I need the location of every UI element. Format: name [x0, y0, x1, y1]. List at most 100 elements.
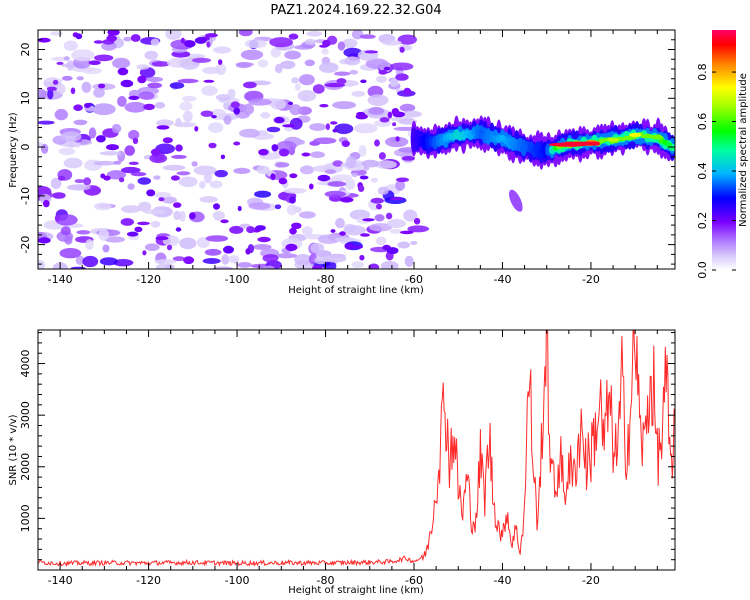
- noise-cell: [113, 160, 122, 165]
- noise-cell: [72, 66, 96, 73]
- noise-cell: [47, 89, 54, 100]
- noise-cell: [317, 234, 340, 244]
- noise-core: [413, 217, 421, 225]
- noise-cell: [63, 40, 78, 51]
- noise-core: [370, 197, 384, 204]
- noise-core: [387, 111, 393, 119]
- noise-cell: [151, 61, 171, 67]
- noise-cell: [71, 49, 95, 62]
- noise-cell: [401, 110, 422, 118]
- noise-cell: [146, 76, 164, 83]
- noise-core: [128, 95, 140, 100]
- noise-cell: [283, 187, 307, 194]
- noise-core: [166, 244, 173, 251]
- noise-cell: [81, 81, 92, 93]
- noise-cell: [139, 67, 156, 78]
- noise-cell: [334, 123, 354, 135]
- track-peak: [651, 135, 664, 140]
- noise-cell: [359, 34, 376, 39]
- noise-region: [38, 30, 430, 269]
- noise-cell: [324, 190, 346, 198]
- track-peak: [629, 132, 642, 138]
- noise-cell: [120, 218, 134, 226]
- noise-core: [391, 108, 400, 116]
- noise-core: [285, 243, 298, 251]
- noise-cell: [91, 103, 116, 116]
- noise-cell: [380, 261, 399, 269]
- noise-cell: [262, 254, 279, 263]
- colorbar-label: Normalized spectral amplitude: [738, 73, 749, 227]
- noise-cell: [227, 88, 236, 99]
- spectrogram-xtick-label: -60: [405, 273, 423, 286]
- noise-core: [162, 137, 173, 144]
- noise-cell: [50, 177, 62, 190]
- noise-cell: [254, 190, 272, 198]
- noise-cell: [93, 202, 112, 211]
- snr-ytick-label: 4000: [19, 350, 32, 378]
- signal-track: [410, 115, 675, 170]
- noise-core: [213, 203, 220, 210]
- noise-cell: [297, 139, 305, 145]
- noise-core: [205, 33, 218, 38]
- spectrogram-ytick-label: 10: [19, 91, 32, 105]
- noise-core: [107, 30, 120, 36]
- noise-cell: [212, 210, 225, 220]
- noise-cell: [244, 39, 267, 49]
- noise-cell: [321, 48, 329, 55]
- noise-cell: [276, 140, 297, 152]
- noise-core: [376, 203, 382, 210]
- noise-cell: [88, 127, 97, 139]
- noise-core: [38, 237, 51, 244]
- snr-line: [38, 330, 675, 567]
- noise-core: [106, 144, 119, 151]
- noise-cell: [335, 217, 345, 229]
- noise-cell: [154, 102, 166, 109]
- noise-cell: [61, 75, 73, 81]
- noise-cell: [335, 236, 355, 242]
- snr-ylabel: SNR (10 * v/v): [8, 414, 19, 485]
- noise-cell: [266, 126, 281, 133]
- noise-cell: [343, 225, 366, 236]
- noise-cell: [215, 94, 232, 101]
- noise-cell: [410, 240, 418, 245]
- noise-core: [155, 236, 169, 241]
- spectrogram-ytick-label: -20: [19, 236, 32, 254]
- noise-cell: [128, 129, 140, 140]
- noise-core: [170, 175, 180, 181]
- noise-core: [73, 104, 83, 111]
- noise-cell: [150, 220, 161, 228]
- noise-cell: [74, 179, 85, 184]
- noise-core: [54, 215, 61, 222]
- spectrogram-frame: [37, 29, 676, 270]
- noise-cell: [200, 110, 214, 117]
- noise-core: [390, 197, 404, 201]
- noise-cell: [179, 101, 193, 111]
- noise-cell: [155, 263, 175, 269]
- noise-cell: [85, 239, 94, 250]
- noise-cell: [172, 256, 186, 262]
- noise-core: [237, 205, 242, 212]
- noise-core: [399, 46, 405, 53]
- noise-cell: [374, 214, 385, 222]
- noise-cell: [179, 237, 197, 250]
- noise-cell: [112, 57, 131, 69]
- noise-cell: [229, 225, 244, 234]
- snr-xtick-label: -40: [493, 574, 511, 587]
- noise-core: [330, 121, 338, 125]
- noise-cell: [297, 90, 317, 102]
- noise-cell: [306, 31, 323, 37]
- noise-cell: [204, 248, 222, 256]
- noise-cell: [63, 157, 83, 169]
- noise-core: [218, 59, 223, 65]
- noise-cell: [59, 248, 82, 259]
- noise-cell: [376, 75, 387, 83]
- noise-core: [339, 197, 354, 203]
- noise-core: [319, 104, 329, 108]
- noise-core: [194, 37, 207, 44]
- noise-cell: [270, 98, 287, 110]
- noise-core: [223, 245, 234, 254]
- noise-cell: [76, 230, 91, 235]
- colorbar-gradient: [712, 30, 736, 270]
- noise-cell: [349, 70, 359, 75]
- noise-core: [291, 222, 302, 229]
